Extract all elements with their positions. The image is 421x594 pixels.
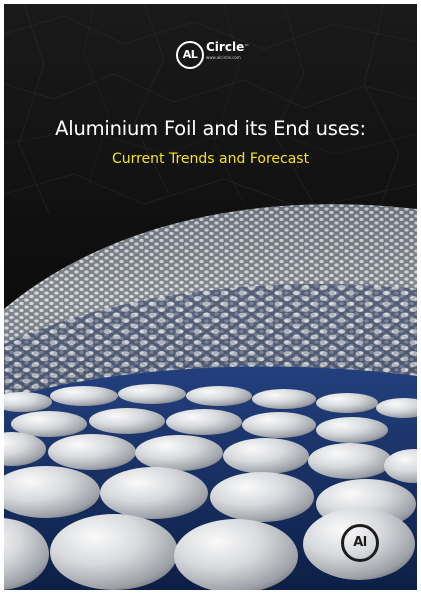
logo-wordmark: Circle™ (206, 40, 249, 54)
alcircle-logo[interactable]: AL Circle™ www.alcircle.com (176, 40, 256, 70)
cover-subtitle: Current Trends and Forecast (111, 151, 310, 167)
logo-mark: AL (176, 41, 204, 69)
logo-name-text: Circle (206, 40, 245, 54)
cover-photo (4, 4, 417, 590)
logo-url: www.alcircle.com (206, 55, 241, 60)
cover-title: Aluminium Foil and its End uses: (55, 117, 366, 140)
trademark-symbol: ™ (244, 44, 250, 50)
aluminium-symbol-icon: Al (341, 524, 379, 562)
aluminium-badge: Al (341, 524, 379, 562)
report-cover: AL Circle™ www.alcircle.com Aluminium Fo… (4, 4, 417, 590)
